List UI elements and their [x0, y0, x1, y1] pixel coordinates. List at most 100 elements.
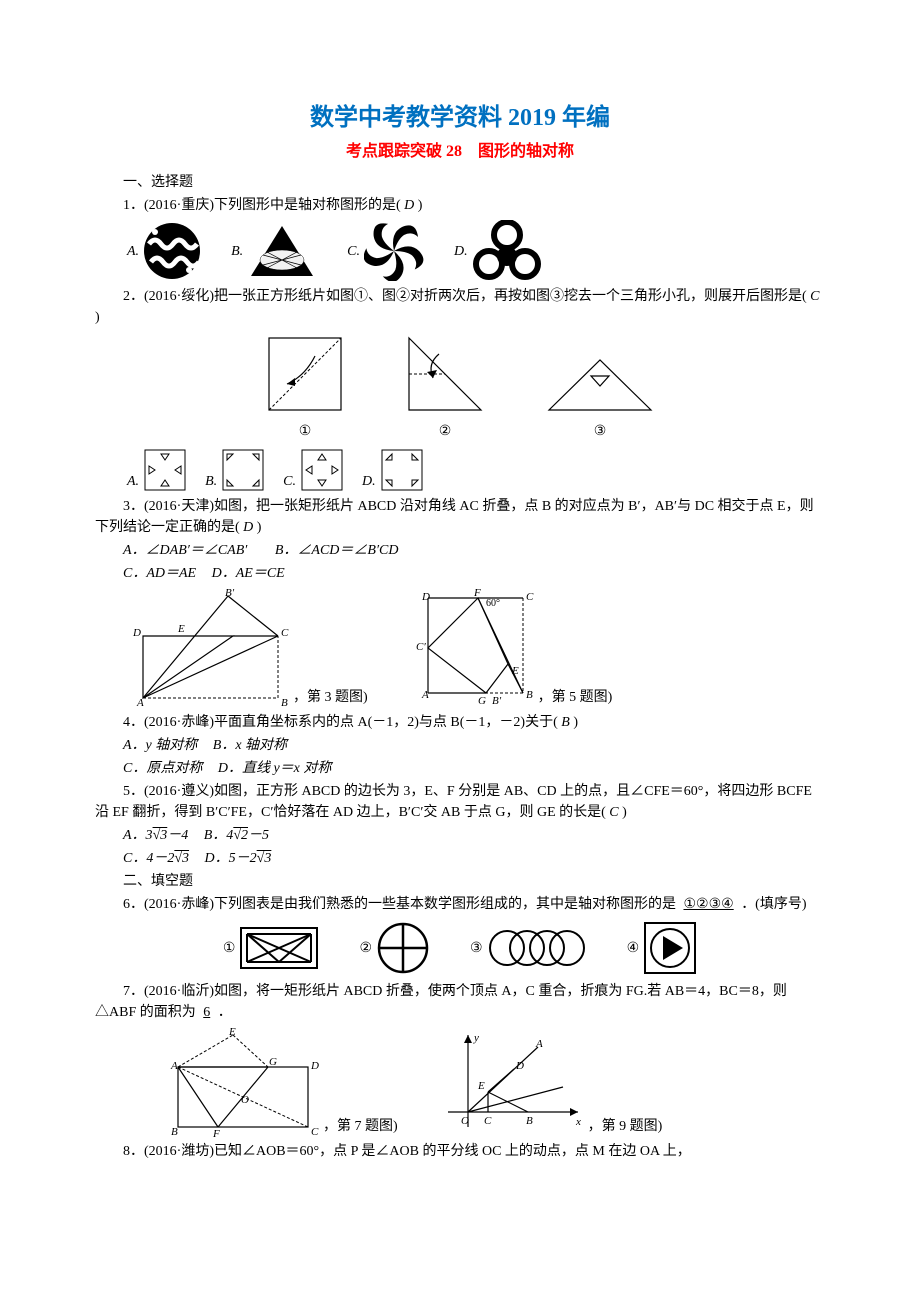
q2-text: 2．(2016·绥化)把一张正方形纸片如图①、图②对折两次后，再按如图③挖去一个… — [123, 289, 807, 304]
q7-q9-figures: A D B C F G E O ，第 7 题图) y x O A B C — [123, 1027, 825, 1137]
q2-opt-d-label: D. — [362, 471, 376, 492]
shape-num-3: ③ — [470, 938, 483, 959]
svg-text:G: G — [269, 1056, 277, 1068]
shape-3-icon — [487, 928, 587, 968]
q6-shapes-row: ① ② ③ ④ — [95, 921, 825, 975]
q5-opt-b: B．4√2－5 — [204, 828, 269, 843]
q4-opt-d: D．直线 y＝x 对称 — [218, 761, 332, 776]
q1-close: ) — [418, 198, 423, 213]
q5-options-ab: A．3√3－4 B．4√2－5 — [95, 825, 825, 846]
q1-answer: D — [404, 198, 414, 213]
svg-text:B: B — [526, 1115, 533, 1127]
q9-fig-label: ，第 9 题图) — [588, 1116, 663, 1137]
svg-text:B: B — [171, 1126, 178, 1137]
question-5: 5．(2016·遵义)如图，正方形 ABCD 的边长为 3，E、F 分别是 AB… — [95, 781, 825, 823]
q1-opt-d-icon — [472, 220, 542, 282]
q3-opt-b: B．∠ACD＝∠B′CD — [275, 543, 399, 558]
q2-opt-c-label: C. — [283, 471, 296, 492]
question-7: 7．(2016·临沂)如图，将一矩形纸片 ABCD 折叠，使两个顶点 A，C 重… — [95, 981, 825, 1023]
svg-text:F: F — [473, 588, 481, 599]
svg-text:D: D — [310, 1060, 319, 1072]
q1-options-row: A. B. C. D. — [123, 220, 825, 282]
q3-fig-label: ，第 3 题图) — [293, 687, 368, 708]
svg-text:O: O — [461, 1115, 469, 1127]
question-2: 2．(2016·绥化)把一张正方形纸片如图①、图②对折两次后，再按如图③挖去一个… — [95, 286, 825, 328]
shape-4-icon — [643, 921, 697, 975]
svg-text:D: D — [132, 627, 141, 639]
q6-text: 6．(2016·赤峰)下列图表是由我们熟悉的一些基本数学图形组成的，其中是轴对称… — [123, 897, 676, 912]
svg-text:C: C — [484, 1115, 492, 1127]
svg-text:C: C — [526, 591, 534, 603]
svg-text:E: E — [511, 665, 519, 677]
svg-text:G: G — [478, 695, 486, 707]
q2-opt-b-icon — [221, 448, 265, 492]
q4-close: ) — [573, 715, 578, 730]
q1-opt-d-label: D. — [454, 241, 468, 262]
q1-opt-c-icon — [364, 221, 424, 281]
q6-after: ．(填序号) — [741, 897, 806, 912]
q1-opt-c-label: C. — [347, 241, 360, 262]
q3-opt-c: C．AD＝AE — [123, 566, 196, 581]
q5-figure-icon: A B C D F 60° C′ G B′ E — [408, 588, 538, 708]
q4-options-ab: A．y 轴对称 B．x 轴对称 — [95, 735, 825, 756]
q4-opt-c: C．原点对称 — [123, 761, 202, 776]
q3-answer: D — [243, 520, 253, 535]
svg-text:C′: C′ — [416, 641, 426, 653]
svg-text:E: E — [177, 623, 185, 635]
q2-close: ) — [95, 310, 100, 325]
page-title-sub: 考点跟踪突破 28 图形的轴对称 — [95, 140, 825, 164]
shape-num-1: ① — [223, 938, 236, 959]
svg-text:B: B — [526, 689, 533, 701]
q5-close: ) — [622, 805, 627, 820]
q7-figure-icon: A D B C F G E O — [163, 1027, 323, 1137]
q7-after: ． — [218, 1005, 232, 1020]
shape-num-2: ② — [359, 938, 372, 959]
section-2-header: 二、填空题 — [95, 871, 825, 892]
svg-text:A: A — [136, 697, 144, 708]
svg-text:A: A — [170, 1060, 178, 1072]
svg-text:F: F — [212, 1128, 220, 1137]
q9-figure-icon: y x O A B C D E — [438, 1027, 588, 1137]
q4-options-cd: C．原点对称 D．直线 y＝x 对称 — [95, 758, 825, 779]
q2-fold-diagrams: ① ② ③ — [95, 334, 825, 442]
svg-text:B′: B′ — [225, 588, 235, 599]
svg-text:D: D — [421, 591, 430, 603]
q3-figure-icon: A B C D E B′ — [123, 588, 293, 708]
q4-text: 4．(2016·赤峰)平面直角坐标系内的点 A(－1，2)与点 B(－1，－2)… — [123, 715, 558, 730]
svg-text:A: A — [535, 1038, 543, 1050]
q2-opt-b-label: B. — [205, 471, 217, 492]
q3-q5-figures: A B C D E B′ ，第 3 题图) A B C D F 60° C′ G… — [123, 588, 825, 708]
svg-text:B: B — [281, 697, 288, 708]
question-1: 1．(2016·重庆)下列图形中是轴对称图形的是( D ) — [95, 195, 825, 216]
fold-label-1: ① — [265, 421, 345, 442]
q2-options-row: A. B. C. D. — [123, 448, 825, 492]
svg-text:E: E — [228, 1027, 236, 1038]
svg-text:C: C — [311, 1126, 319, 1137]
q2-answer: C — [810, 289, 819, 304]
svg-text:A: A — [421, 689, 429, 701]
q5-answer: C — [609, 805, 618, 820]
q5-opt-a: A．3√3－4 — [123, 828, 188, 843]
fold-step-2-icon — [405, 334, 485, 414]
question-6: 6．(2016·赤峰)下列图表是由我们熟悉的一些基本数学图形组成的，其中是轴对称… — [95, 894, 825, 915]
q5-fig-label: ，第 5 题图) — [538, 687, 613, 708]
q1-opt-a-icon — [143, 222, 201, 280]
q8-text: 8．(2016·潍坊)已知∠AOB＝60°，点 P 是∠AOB 的平分线 OC … — [123, 1144, 691, 1159]
shape-num-4: ④ — [627, 938, 640, 959]
svg-text:E: E — [477, 1080, 485, 1092]
q3-options-ab: A．∠DAB′＝∠CAB′ B．∠ACD＝∠B′CD — [95, 540, 825, 561]
shape-2-icon — [376, 921, 430, 975]
fold-label-3: ③ — [545, 421, 655, 442]
section-1-header: 一、选择题 — [95, 172, 825, 193]
q1-opt-b-label: B. — [231, 241, 243, 262]
shape-1-icon — [239, 926, 319, 970]
fold-step-1-icon — [265, 334, 345, 414]
q7-fig-label: ，第 7 题图) — [323, 1116, 398, 1137]
q2-opt-a-icon — [143, 448, 187, 492]
q4-opt-a: A．y 轴对称 — [123, 738, 197, 753]
q1-opt-b-icon — [247, 222, 317, 280]
q4-opt-b: B．x 轴对称 — [213, 738, 287, 753]
fold-label-2: ② — [405, 421, 485, 442]
q7-answer: 6 — [199, 1005, 214, 1020]
q2-opt-c-icon — [300, 448, 344, 492]
